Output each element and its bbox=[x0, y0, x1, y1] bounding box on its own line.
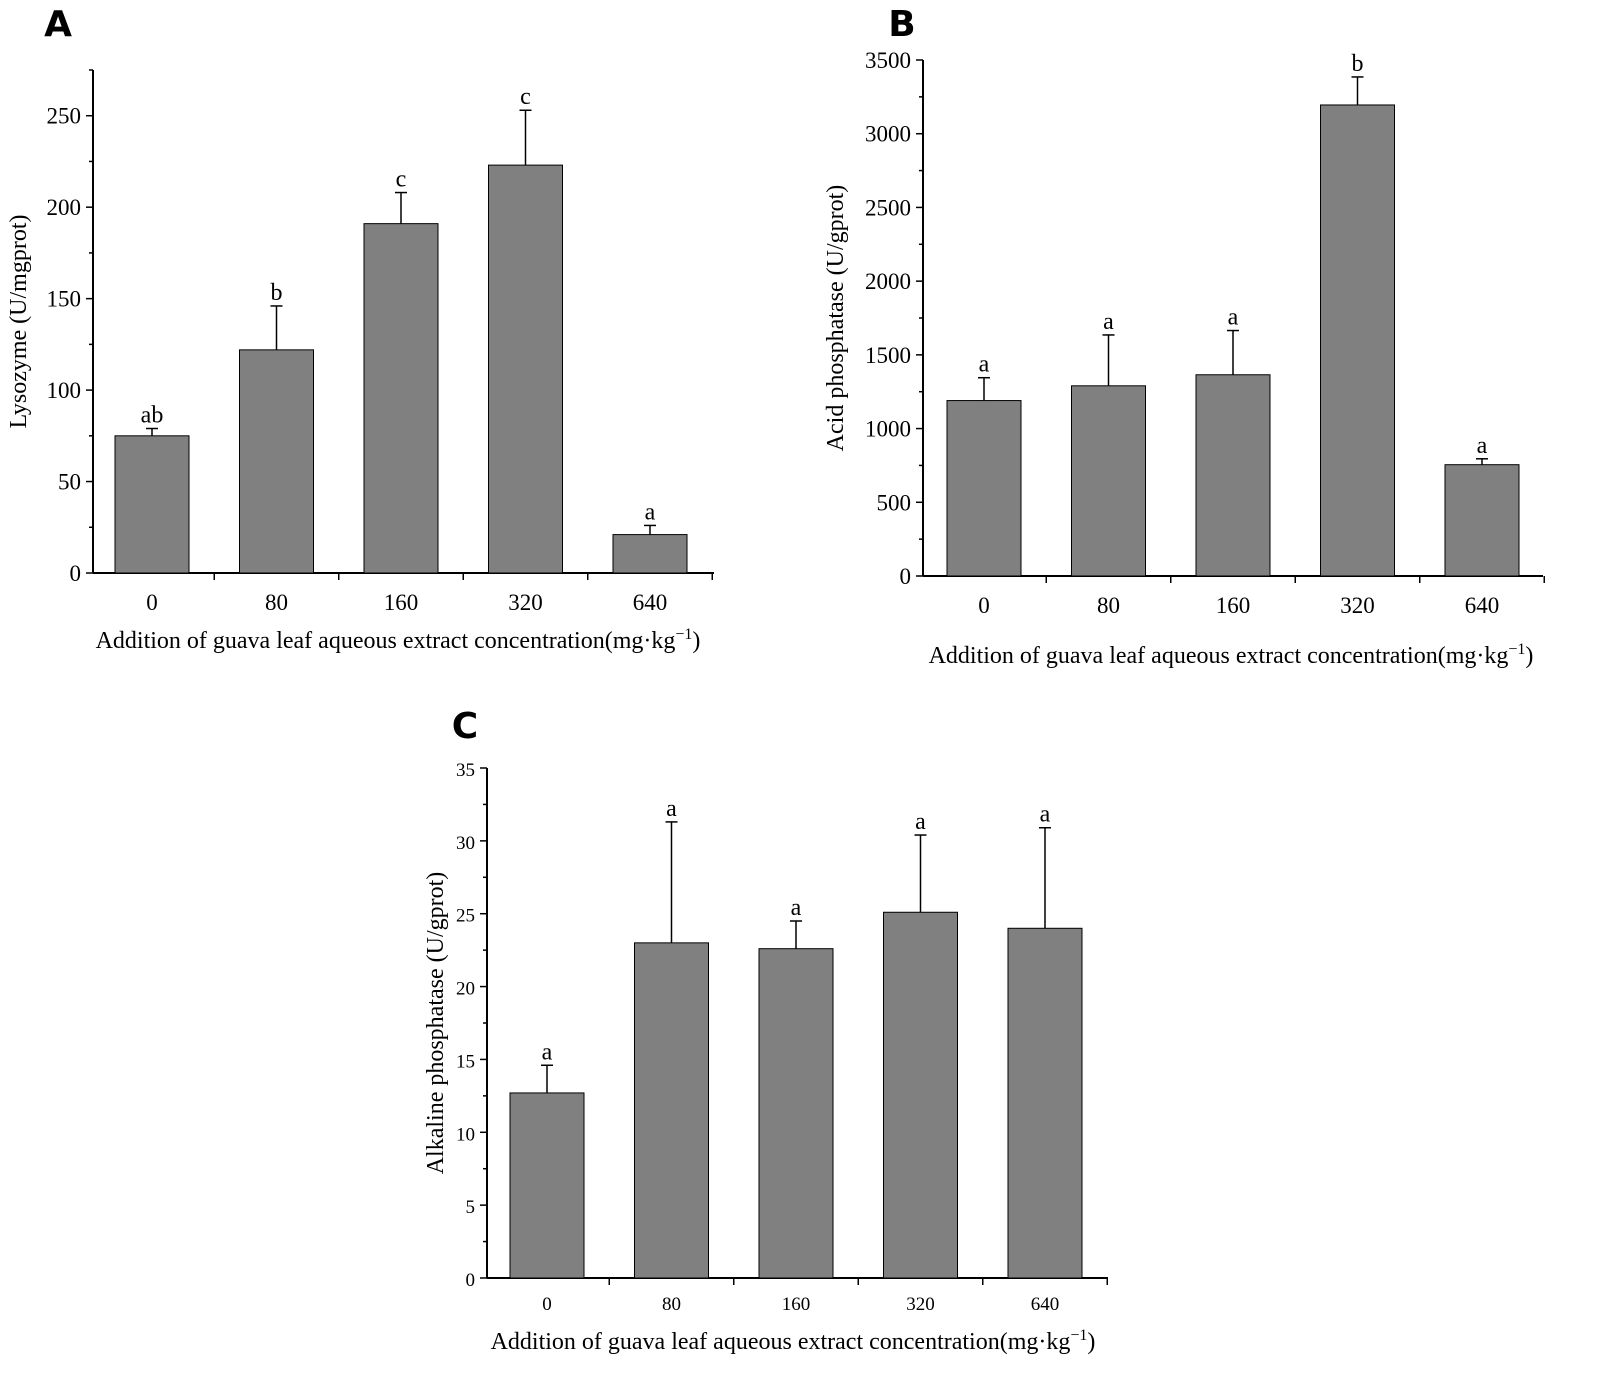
x-tick-label: 160 bbox=[1216, 593, 1251, 618]
panel-label: A bbox=[44, 4, 72, 45]
bar bbox=[363, 223, 439, 574]
significance-label: a bbox=[1103, 309, 1114, 335]
y-tick-label: 20 bbox=[456, 979, 475, 1000]
x-tick-label: 80 bbox=[1097, 593, 1120, 618]
panel-b: B 0 500 1000 1500 2000 2500 3000 3500 a 0 a 80 a 160 b 3… bbox=[823, 4, 1545, 669]
x-tick-label: 320 bbox=[1340, 593, 1375, 618]
bar bbox=[509, 1092, 585, 1279]
significance-label: a bbox=[979, 352, 990, 378]
bar bbox=[612, 534, 688, 574]
bar bbox=[758, 948, 834, 1279]
y-tick-label: 2500 bbox=[865, 195, 911, 220]
bar bbox=[488, 164, 563, 574]
significance-label: a bbox=[915, 809, 926, 835]
y-axis-title: Alkaline phosphatase (U/gprot) bbox=[423, 872, 449, 1175]
y-tick-label: 50 bbox=[58, 470, 81, 495]
significance-label: c bbox=[520, 84, 531, 110]
bar bbox=[239, 349, 314, 574]
y-tick-label: 10 bbox=[456, 1124, 475, 1145]
y-tick-label: 3500 bbox=[865, 48, 911, 73]
panel-a: A 0 50 100 150 200 250 ab 0 b 80 c 160 c 320 a 640 Additi… bbox=[6, 4, 714, 654]
x-tick-label: 0 bbox=[542, 1294, 552, 1315]
x-tick-label: 0 bbox=[146, 590, 158, 615]
y-tick-label: 35 bbox=[456, 760, 475, 781]
x-tick-label: 640 bbox=[1031, 1294, 1060, 1315]
x-tick-label: 640 bbox=[633, 590, 668, 615]
y-tick-label: 250 bbox=[47, 104, 82, 129]
y-tick-label: 30 bbox=[456, 833, 475, 854]
bar bbox=[883, 911, 958, 1279]
y-tick-label: 0 bbox=[900, 564, 912, 589]
significance-label: a bbox=[666, 796, 677, 822]
significance-label: c bbox=[396, 167, 407, 193]
x-tick-label: 160 bbox=[384, 590, 419, 615]
significance-label: a bbox=[1228, 305, 1239, 331]
bar bbox=[634, 942, 709, 1279]
y-tick-label: 150 bbox=[47, 287, 82, 312]
bar bbox=[1071, 385, 1146, 577]
x-tick-label: 80 bbox=[265, 590, 288, 615]
y-tick-label: 200 bbox=[47, 195, 82, 220]
x-tick-label: 640 bbox=[1465, 593, 1500, 618]
x-axis-title: Addition of guava leaf aqueous extract c… bbox=[491, 1327, 1096, 1355]
bar bbox=[1195, 374, 1271, 577]
x-axis-title: Addition of guava leaf aqueous extract c… bbox=[929, 641, 1534, 669]
significance-label: a bbox=[645, 499, 656, 525]
y-tick-label: 100 bbox=[47, 378, 82, 403]
y-tick-label: 0 bbox=[70, 561, 82, 586]
significance-label: b bbox=[271, 280, 283, 306]
panel-c: C 0 5 10 15 20 25 30 35 a 0 a 80 a 160 a 320 a 640 Addition… bbox=[423, 706, 1108, 1355]
significance-label: a bbox=[1040, 802, 1051, 828]
panel-label: B bbox=[888, 4, 915, 45]
y-tick-label: 500 bbox=[877, 490, 912, 515]
y-axis-title: Lysozyme (U/mgprot) bbox=[6, 215, 32, 429]
bar bbox=[1007, 927, 1083, 1279]
bar bbox=[1444, 464, 1520, 577]
significance-label: a bbox=[1477, 433, 1488, 459]
bar bbox=[1320, 104, 1395, 577]
x-axis-title: Addition of guava leaf aqueous extract c… bbox=[96, 626, 701, 654]
bar bbox=[114, 435, 190, 574]
panel-label: C bbox=[452, 706, 478, 747]
bar bbox=[946, 400, 1022, 577]
y-tick-label: 1500 bbox=[865, 343, 911, 368]
x-tick-label: 0 bbox=[978, 593, 990, 618]
x-tick-label: 80 bbox=[662, 1294, 681, 1315]
x-tick-label: 320 bbox=[508, 590, 543, 615]
y-tick-label: 5 bbox=[466, 1197, 476, 1218]
significance-label: a bbox=[791, 895, 802, 921]
y-tick-label: 25 bbox=[456, 906, 475, 927]
significance-label: a bbox=[542, 1039, 553, 1065]
y-tick-label: 1000 bbox=[865, 417, 911, 442]
y-tick-label: 15 bbox=[456, 1051, 475, 1072]
y-axis-title: Acid phosphatase (U/gprot) bbox=[823, 185, 849, 452]
y-tick-label: 2000 bbox=[865, 269, 911, 294]
significance-label: ab bbox=[141, 403, 164, 429]
x-tick-label: 160 bbox=[782, 1294, 811, 1315]
significance-label: b bbox=[1352, 51, 1364, 77]
y-tick-label: 0 bbox=[466, 1270, 476, 1291]
y-tick-label: 3000 bbox=[865, 122, 911, 147]
x-tick-label: 320 bbox=[906, 1294, 935, 1315]
